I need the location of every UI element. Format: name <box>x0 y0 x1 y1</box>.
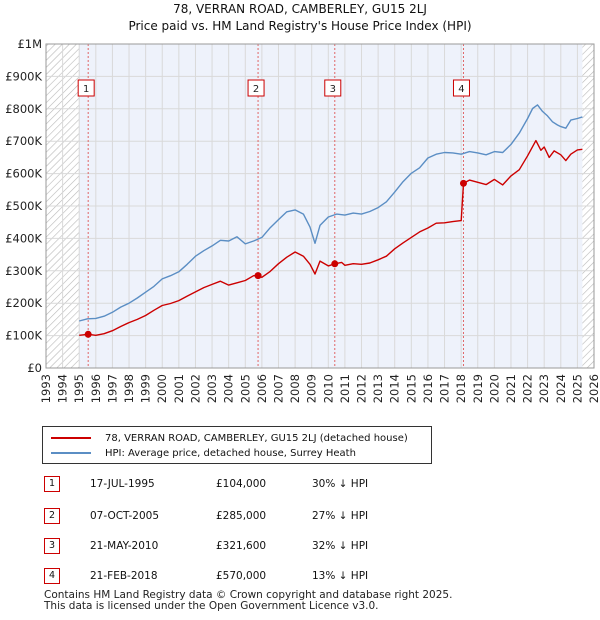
sale-number-label: 3 <box>330 84 336 95</box>
x-tick-label: 2004 <box>222 374 236 403</box>
transaction-price: £285,000 <box>216 510 267 522</box>
transaction-hpi-diff: 32% ↓ HPI <box>312 540 369 552</box>
x-tick-label: 2005 <box>238 374 252 403</box>
footer-copyright: Contains HM Land Registry data © Crown c… <box>44 589 453 601</box>
plot-border <box>45 43 595 369</box>
x-tick-label: 2001 <box>172 374 186 403</box>
hpi-line <box>79 104 583 322</box>
property-price-line <box>79 139 583 336</box>
x-tick-label: 2023 <box>537 374 551 403</box>
y-tick-label: £900K <box>5 69 42 83</box>
x-tick-label: 2006 <box>255 374 269 403</box>
y-tick-label: £400K <box>5 231 42 245</box>
sale-point <box>84 330 92 338</box>
y-tick-label: £600K <box>5 167 42 181</box>
sale-point <box>254 272 262 280</box>
chart-title: 78, VERRAN ROAD, CAMBERLEY, GU15 2LJ <box>173 2 427 16</box>
x-tick-label: 2007 <box>271 374 285 403</box>
footer-licence: This data is licensed under the Open Gov… <box>44 600 379 612</box>
sale-number-label: 2 <box>253 84 259 95</box>
y-tick-label: £700K <box>5 134 42 148</box>
chart-legend: 78, VERRAN ROAD, CAMBERLEY, GU15 2LJ (de… <box>42 426 432 464</box>
x-tick-label: 2012 <box>355 374 369 403</box>
transaction-price: £570,000 <box>216 570 267 582</box>
sale-point <box>459 179 467 187</box>
x-tick-label: 2017 <box>438 374 452 403</box>
sale-number-box <box>77 79 95 97</box>
transaction-price: £104,000 <box>216 478 267 490</box>
y-tick-label: £100K <box>5 329 42 343</box>
x-tick-label: 2011 <box>338 374 352 403</box>
legend-item-hpi: HPI: Average price, detached house, Surr… <box>51 446 356 460</box>
transaction-date: 21-MAY-2010 <box>90 540 159 552</box>
sale-number-box <box>247 79 265 97</box>
transaction-date: 21-FEB-2018 <box>90 570 158 582</box>
x-tick-label: 2015 <box>404 374 418 403</box>
chart-subtitle: Price paid vs. HM Land Registry's House … <box>128 19 472 33</box>
x-tick-label: 2013 <box>371 374 385 403</box>
x-tick-label: 1997 <box>105 374 119 403</box>
sale-point <box>331 260 339 268</box>
x-tick-label: 2016 <box>421 374 435 403</box>
x-tick-label: 1998 <box>122 374 136 403</box>
x-tick-label: 2014 <box>388 374 402 403</box>
transaction-row: 2 07-OCT-2005 £285,000 27% ↓ HPI <box>44 506 424 526</box>
x-tick-label: 2000 <box>155 374 169 403</box>
x-tick-label: 2022 <box>521 374 535 403</box>
x-tick-label: 2010 <box>321 374 335 403</box>
y-tick-label: £500K <box>5 199 42 213</box>
transaction-number: 2 <box>44 508 60 524</box>
legend-label-hpi: HPI: Average price, detached house, Surr… <box>105 447 356 459</box>
legend-swatch-property <box>51 437 91 439</box>
legend-item-property: 78, VERRAN ROAD, CAMBERLEY, GU15 2LJ (de… <box>51 431 408 445</box>
legend-label-property: 78, VERRAN ROAD, CAMBERLEY, GU15 2LJ (de… <box>105 432 408 444</box>
y-tick-label: £200K <box>5 296 42 310</box>
transaction-price: £321,600 <box>216 540 267 552</box>
x-tick-label: 1993 <box>39 374 53 403</box>
x-tick-label: 2020 <box>487 374 501 403</box>
transaction-hpi-diff: 13% ↓ HPI <box>312 570 369 582</box>
x-tick-label: 2024 <box>554 374 568 403</box>
x-tick-label: 1994 <box>56 374 70 403</box>
transaction-row: 3 21-MAY-2010 £321,600 32% ↓ HPI <box>44 536 424 556</box>
x-tick-label: 1996 <box>89 374 103 403</box>
x-tick-label: 2003 <box>205 374 219 403</box>
price-chart: £0 £100K £200K £300K £400K £500K £600K £700K £80… <box>5 37 600 403</box>
sale-number-box <box>324 79 342 97</box>
footer-attribution: Contains HM Land Registry data © Crown c… <box>44 590 452 612</box>
transaction-date: 07-OCT-2005 <box>90 510 159 522</box>
x-tick-label: 1995 <box>72 374 86 403</box>
transaction-row: 4 21-FEB-2018 £570,000 13% ↓ HPI <box>44 566 424 586</box>
legend-swatch-hpi <box>51 452 91 454</box>
x-tick-label: 1999 <box>139 374 153 403</box>
transaction-hpi-diff: 30% ↓ HPI <box>312 478 369 490</box>
y-tick-label: £300K <box>5 264 42 278</box>
x-tick-label: 2002 <box>188 374 202 403</box>
x-tick-label: 2025 <box>570 374 584 403</box>
transaction-number: 1 <box>44 476 60 492</box>
sale-number-box <box>452 79 470 97</box>
x-tick-label: 2019 <box>471 374 485 403</box>
y-tick-label: £0 <box>27 361 42 375</box>
sale-number-label: 4 <box>458 84 464 95</box>
x-tick-label: 2008 <box>288 374 302 403</box>
transaction-row: 1 17-JUL-1995 £104,000 30% ↓ HPI <box>44 474 424 494</box>
sale-number-label: 1 <box>83 84 89 95</box>
transaction-number: 4 <box>44 568 60 584</box>
y-tick-label: £800K <box>5 102 42 116</box>
x-tick-label: 2018 <box>454 374 468 403</box>
transaction-hpi-diff: 27% ↓ HPI <box>312 510 369 522</box>
transaction-date: 17-JUL-1995 <box>90 478 155 490</box>
transaction-number: 3 <box>44 538 60 554</box>
y-tick-label: £1M <box>17 37 42 51</box>
x-tick-label: 2026 <box>587 374 600 403</box>
x-tick-label: 2021 <box>504 374 518 403</box>
x-tick-label: 2009 <box>305 374 319 403</box>
